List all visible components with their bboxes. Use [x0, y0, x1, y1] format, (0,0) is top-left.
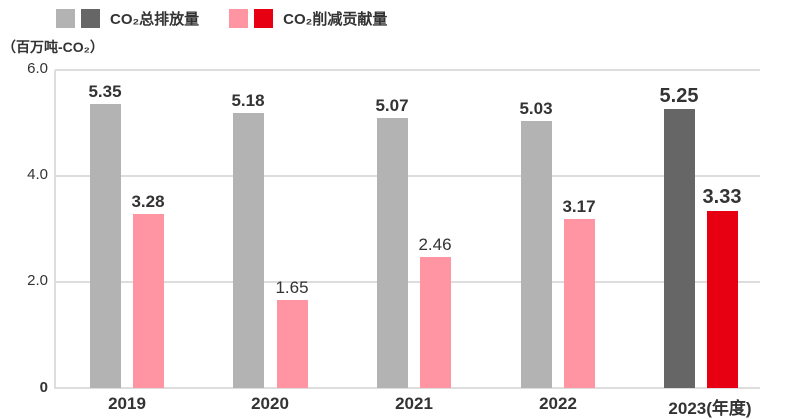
legend-swatch-emissions-past: [56, 8, 75, 28]
y-tick-6: 6.0: [27, 60, 48, 77]
bar-reduction-2021[interactable]: [420, 257, 451, 388]
legend-item-reduction[interactable]: CO₂削减贡献量: [229, 8, 387, 29]
legend-swatch-reduction-current: [254, 8, 274, 28]
bar-reduction-2023[interactable]: [707, 211, 738, 388]
value-label-emissions-2022: 5.03: [519, 99, 553, 118]
y-tick-0: 0: [39, 379, 48, 396]
gridline-6: [55, 69, 760, 71]
legend-label-reduction: CO₂削减贡献量: [283, 10, 388, 28]
bar-emissions-2021[interactable]: [377, 118, 408, 388]
y-tick-4: 4.0: [27, 166, 48, 183]
x-label-2021: 2021: [395, 394, 433, 413]
value-label-reduction-2020: 1.65: [275, 278, 309, 297]
bar-emissions-2022[interactable]: [521, 121, 552, 388]
value-label-emissions-2020: 5.18: [231, 91, 265, 110]
bar-emissions-2020[interactable]: [233, 113, 264, 388]
bar-reduction-2020[interactable]: [277, 300, 308, 388]
legend-label-emissions: CO₂总排放量: [110, 10, 200, 28]
bar-reduction-2019[interactable]: [133, 214, 164, 388]
y-tick-2: 2.0: [27, 272, 48, 289]
x-axis-baseline: [55, 387, 760, 389]
value-label-emissions-2023: 5.25: [659, 85, 699, 107]
y-axis-unit-label: （百万吨-CO₂）: [2, 39, 104, 55]
value-label-emissions-2021: 5.07: [375, 96, 409, 115]
chart-legend: CO₂总排放量 CO₂削减贡献量: [56, 6, 417, 30]
legend-swatch-emissions-current: [81, 8, 100, 28]
value-label-reduction-2021: 2.46: [418, 235, 452, 254]
value-label-reduction-2023: 3.33: [702, 186, 742, 208]
bar-reduction-2022[interactable]: [564, 219, 595, 388]
value-label-reduction-2019: 3.28: [131, 192, 165, 211]
bar-emissions-2023[interactable]: [664, 109, 695, 388]
value-label-emissions-2019: 5.35: [88, 82, 122, 101]
bar-emissions-2019[interactable]: [90, 104, 121, 388]
x-label-2023: 2023(年度): [668, 399, 752, 418]
value-label-reduction-2022: 3.17: [562, 197, 596, 216]
x-label-2022: 2022: [539, 394, 577, 413]
legend-item-emissions[interactable]: CO₂总排放量: [56, 8, 199, 29]
x-label-2020: 2020: [251, 394, 289, 413]
x-label-2019: 2019: [108, 394, 146, 413]
y-axis-line: [54, 70, 56, 389]
legend-swatch-reduction-past: [229, 8, 249, 28]
